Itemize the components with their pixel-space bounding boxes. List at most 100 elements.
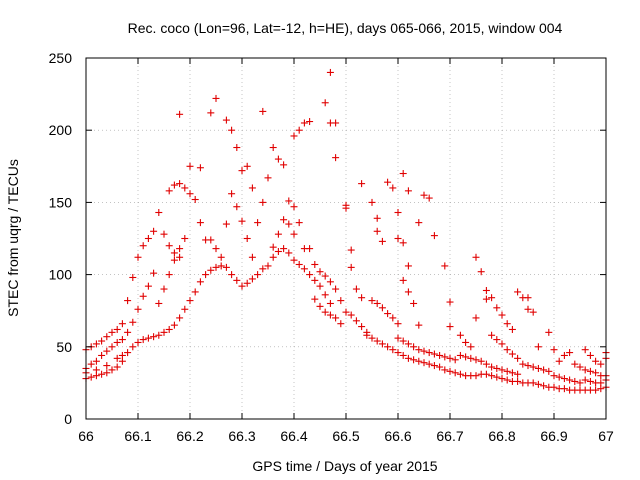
data-point (170, 249, 178, 257)
data-point (306, 245, 314, 253)
data-point (514, 370, 522, 378)
data-point (274, 230, 282, 238)
data-point (233, 276, 241, 284)
data-point (560, 385, 568, 393)
data-point (160, 285, 168, 293)
data-point (321, 291, 329, 299)
data-point (311, 295, 319, 303)
data-point (477, 268, 485, 276)
data-point (394, 320, 402, 328)
data-point (373, 227, 381, 235)
x-tick-label: 66.5 (332, 428, 359, 444)
data-point (482, 286, 490, 294)
data-point (144, 282, 152, 290)
data-point (519, 360, 527, 368)
data-point (222, 263, 230, 271)
data-point (280, 161, 288, 169)
data-point (456, 370, 464, 378)
x-tick-label: 66.8 (488, 428, 515, 444)
data-point (113, 363, 121, 371)
data-point (550, 383, 558, 391)
data-point (321, 272, 329, 280)
x-tick-label: 66.7 (436, 428, 463, 444)
data-point (373, 337, 381, 345)
data-point (597, 360, 605, 368)
x-tick-label: 66.3 (228, 428, 255, 444)
data-point (399, 351, 407, 359)
data-point (425, 360, 433, 368)
data-point (399, 239, 407, 247)
data-point (92, 340, 100, 348)
data-point (259, 107, 267, 115)
data-point (399, 170, 407, 178)
data-point (165, 271, 173, 279)
data-point (534, 343, 542, 351)
data-point (524, 362, 532, 370)
data-point (503, 376, 511, 384)
data-point (332, 154, 340, 162)
data-point (378, 304, 386, 312)
data-point (378, 237, 386, 245)
x-tick-label: 66.2 (176, 428, 203, 444)
data-point (420, 347, 428, 355)
data-point (514, 377, 522, 385)
data-point (212, 245, 220, 253)
data-point (394, 209, 402, 217)
data-point (581, 346, 589, 354)
data-point (540, 366, 548, 374)
data-point (103, 362, 111, 370)
data-point (358, 294, 366, 302)
data-point (316, 268, 324, 276)
data-point (170, 181, 178, 189)
y-tick-label: 200 (49, 122, 73, 138)
data-point (300, 265, 308, 273)
data-point (503, 367, 511, 375)
y-tick-labels: 0 50 100 150 200 250 (49, 50, 73, 427)
data-point (586, 367, 594, 375)
data-point (113, 325, 121, 333)
data-point (337, 297, 345, 305)
data-point (269, 253, 277, 261)
data-point (508, 350, 516, 358)
data-point (280, 245, 288, 253)
data-point (306, 118, 314, 126)
data-point (103, 347, 111, 355)
data-point (155, 299, 163, 307)
data-point (493, 336, 501, 344)
data-point (425, 194, 433, 202)
data-point (488, 363, 496, 371)
data-point (488, 294, 496, 302)
data-point (430, 362, 438, 370)
data-point (170, 256, 178, 264)
data-point (566, 376, 574, 384)
data-point (191, 196, 199, 204)
data-point (389, 314, 397, 322)
data-point (186, 162, 194, 170)
data-point (410, 299, 418, 307)
data-point (482, 295, 490, 303)
data-point (92, 357, 100, 365)
data-point (248, 253, 256, 261)
data-point (207, 236, 215, 244)
data-point (311, 276, 319, 284)
data-point (373, 299, 381, 307)
data-point (566, 349, 574, 357)
data-point (545, 328, 553, 336)
data-point (285, 197, 293, 205)
data-point (217, 262, 225, 270)
data-point (394, 235, 402, 242)
data-point (108, 366, 116, 374)
data-point (332, 314, 340, 322)
data-point (503, 320, 511, 328)
data-point (441, 366, 449, 374)
data-point (274, 247, 282, 255)
data-point (321, 308, 329, 316)
data-point (238, 167, 246, 175)
data-point (155, 331, 163, 339)
data-point (373, 214, 381, 222)
data-point (118, 336, 126, 344)
data-point (430, 232, 438, 240)
data-point (404, 340, 412, 348)
data-point (259, 198, 267, 206)
data-point (165, 242, 173, 250)
